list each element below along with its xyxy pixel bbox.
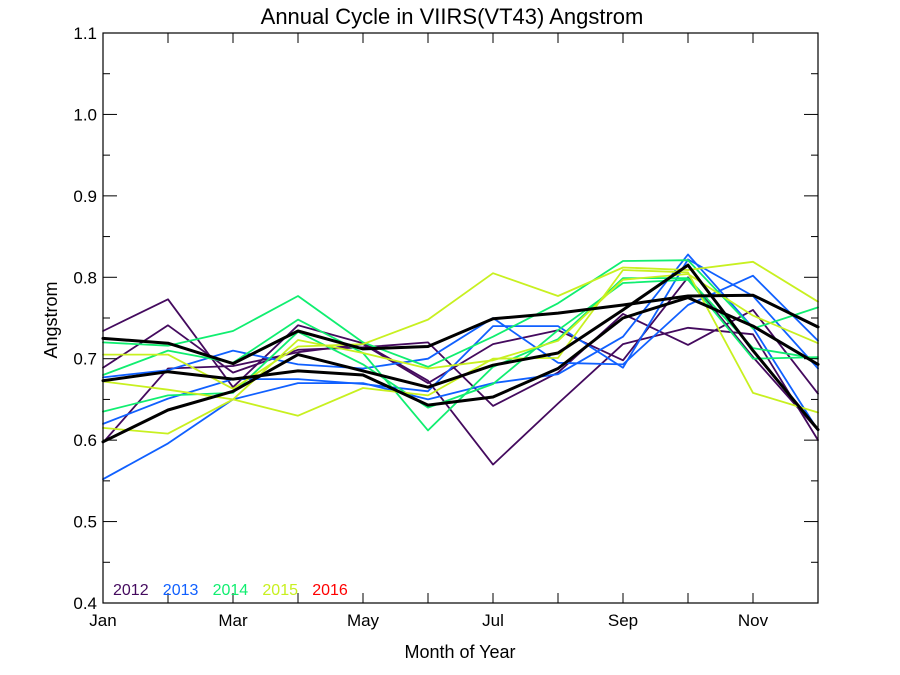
series-line-mean-13 bbox=[101, 296, 820, 407]
series-line-mean-14 bbox=[101, 263, 820, 444]
x-tick-label: Sep bbox=[608, 611, 638, 630]
y-tick-label: 0.6 bbox=[73, 431, 97, 450]
series-line-2015-9 bbox=[102, 260, 819, 390]
series-line-2013-5 bbox=[102, 274, 819, 379]
x-tick-label: Jan bbox=[89, 611, 116, 630]
legend-entry-2016: 2016 bbox=[312, 582, 348, 599]
y-tick-label: 0.8 bbox=[73, 268, 97, 287]
series-line-2014-7 bbox=[102, 277, 819, 432]
y-tick-label: 1.1 bbox=[73, 24, 97, 43]
tick-layer: Jan Mar May Jul Sep Nov 0.4 0.5 0.6 0.7 0.8 0.9 1.0 1… bbox=[73, 24, 819, 630]
series-line-2012-1 bbox=[102, 308, 819, 407]
y-tick-label: 0.4 bbox=[73, 594, 97, 613]
series-layer bbox=[101, 253, 820, 481]
series-line-2012-0 bbox=[102, 298, 819, 466]
series-line-2013-3 bbox=[102, 253, 819, 481]
x-tick-label: Jul bbox=[482, 611, 504, 630]
y-axis-label: Angstrom bbox=[41, 281, 61, 358]
series-line-mean-12 bbox=[101, 293, 820, 366]
chart-title: Annual Cycle in VIIRS(VT43) Angstrom bbox=[261, 4, 644, 29]
y-tick-label: 1.0 bbox=[73, 105, 97, 124]
y-tick-label: 0.5 bbox=[73, 513, 97, 532]
x-tick-label: Nov bbox=[738, 611, 769, 630]
y-tick-label: 0.7 bbox=[73, 350, 97, 369]
legend-entry-2012: 2012 bbox=[113, 582, 149, 599]
x-tick-label: Mar bbox=[218, 611, 248, 630]
legend-entry-2013: 2013 bbox=[163, 582, 199, 599]
plot-frame bbox=[102, 32, 819, 604]
series-line-2014-6 bbox=[102, 259, 819, 368]
legend: 2012 2013 2014 2015 2016 bbox=[113, 582, 348, 599]
x-axis-label: Month of Year bbox=[404, 642, 515, 662]
x-tick-label: May bbox=[347, 611, 380, 630]
legend-entry-2014: 2014 bbox=[213, 582, 249, 599]
y-tick-label: 0.9 bbox=[73, 187, 97, 206]
legend-entry-2015: 2015 bbox=[262, 582, 298, 599]
